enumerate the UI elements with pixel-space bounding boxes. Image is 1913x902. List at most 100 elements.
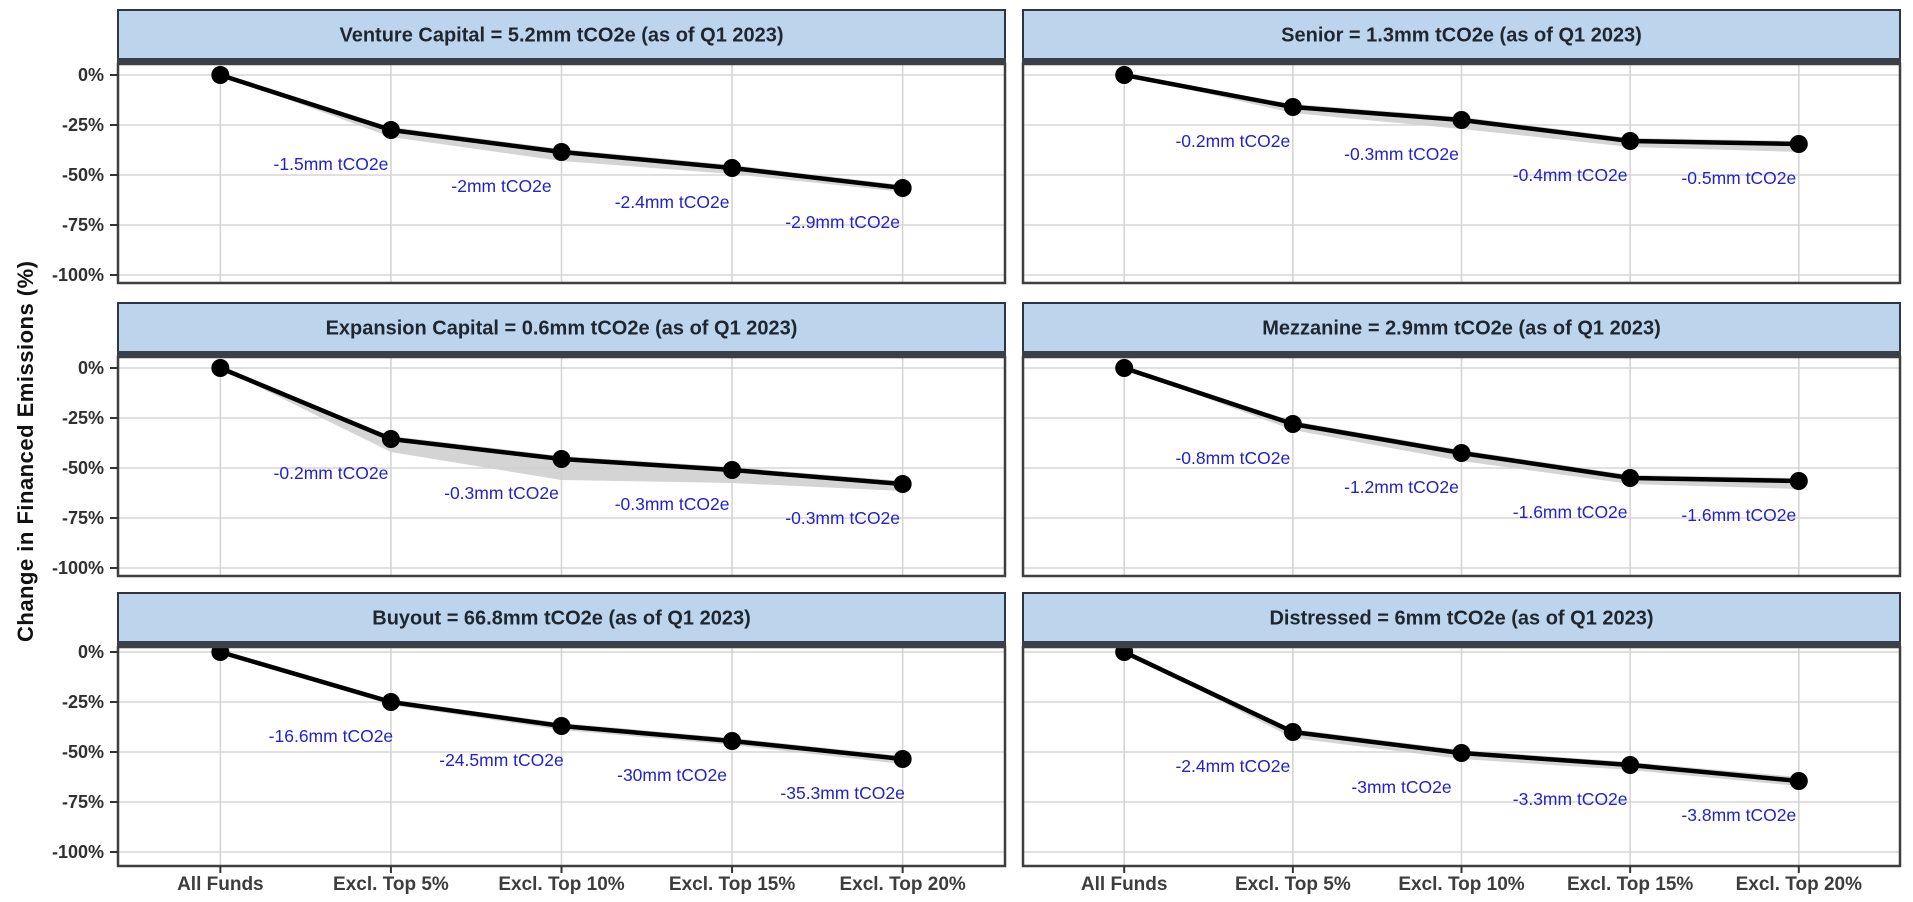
facet-panel-senior: -0.2mm tCO2e -0.3mm tCO2e -0.4mm tCO2e -0.5…	[1021, 9, 1902, 285]
y-tick-label: -75%	[62, 792, 104, 812]
data-point	[1283, 415, 1302, 433]
point-label: -0.2mm tCO2e	[1175, 131, 1290, 151]
x-axis: All Funds Excl. Top 5% Excl. Top 10% Excl. …	[177, 866, 1862, 895]
point-label: -2.4mm tCO2e	[615, 192, 730, 212]
data-point	[1621, 756, 1640, 774]
data-point	[381, 693, 400, 711]
point-label: -2.9mm tCO2e	[785, 212, 900, 232]
facet-header	[117, 592, 1006, 643]
facet-panel-buyout: -16.6mm tCO2e -24.5mm tCO2e -30mm tCO2e -35…	[116, 592, 1007, 868]
y-tick-label: 0%	[78, 65, 104, 85]
x-category-label: All Funds	[177, 874, 264, 895]
x-category-label: Excl. Top 20%	[1736, 874, 1862, 895]
data-point	[381, 430, 400, 448]
y-tick-label: -50%	[62, 742, 104, 762]
facet-panel-distressed: -2.4mm tCO2e -3mm tCO2e -3.3mm tCO2e -3.8mm…	[1021, 592, 1902, 868]
point-label: -3.3mm tCO2e	[1513, 789, 1628, 809]
facet-header	[1022, 9, 1901, 60]
data-point	[723, 461, 742, 479]
x-category-label: Excl. Top 20%	[839, 874, 965, 895]
point-label: -0.2mm tCO2e	[274, 463, 389, 483]
point-label: -30mm tCO2e	[617, 765, 727, 785]
y-tick-label: -100%	[52, 842, 104, 862]
y-tick-label: -75%	[62, 215, 104, 235]
point-label: -35.3mm tCO2e	[780, 783, 904, 803]
x-category-label: Excl. Top 5%	[1235, 874, 1351, 895]
x-category-label: Excl. Top 10%	[498, 874, 624, 895]
data-point	[1621, 132, 1640, 150]
data-point	[552, 450, 571, 468]
data-point	[893, 750, 912, 768]
panel-border	[116, 62, 1007, 285]
point-label: -3mm tCO2e	[1351, 777, 1451, 797]
point-label: -2.4mm tCO2e	[1175, 756, 1290, 776]
data-point	[1283, 98, 1302, 116]
y-tick-label: 0%	[78, 358, 104, 378]
data-point	[1452, 444, 1471, 462]
facet-header-bottom-bar	[1022, 58, 1901, 63]
panel-border	[1021, 355, 1902, 578]
data-point	[893, 179, 912, 197]
y-tick-label: -25%	[62, 408, 104, 428]
data-point	[723, 159, 742, 177]
y-tick-label: -75%	[62, 508, 104, 528]
y-tick-label: -25%	[62, 115, 104, 135]
x-category-label: All Funds	[1081, 874, 1168, 895]
data-point	[1283, 723, 1302, 741]
y-tick-label: -100%	[52, 558, 104, 578]
data-point	[1452, 111, 1471, 129]
data-point	[211, 66, 230, 84]
facet-title: Expansion Capital = 0.6mm tCO2e (as of Q…	[326, 318, 798, 340]
facet-header-bottom-bar	[117, 641, 1006, 646]
facet-panel-expansion-capital: -0.2mm tCO2e -0.3mm tCO2e -0.3mm tCO2e -0.3…	[116, 302, 1007, 578]
data-point	[1621, 469, 1640, 487]
point-label: -0.4mm tCO2e	[1513, 165, 1628, 185]
data-point	[211, 359, 230, 377]
facet-panel-venture-capital: -1.5mm tCO2e -2mm tCO2e -2.4mm tCO2e -2.9mm…	[116, 9, 1007, 285]
facet-header-bottom-bar	[117, 351, 1006, 356]
point-label: -0.8mm tCO2e	[1175, 448, 1290, 468]
point-label: -0.5mm tCO2e	[1681, 168, 1796, 188]
x-category-label: Excl. Top 5%	[333, 874, 449, 895]
point-label: -0.3mm tCO2e	[785, 508, 900, 528]
facet-title: Mezzanine = 2.9mm tCO2e (as of Q1 2023)	[1262, 318, 1661, 340]
point-label: -1.2mm tCO2e	[1344, 477, 1459, 497]
y-tick-label: -50%	[62, 165, 104, 185]
point-label: -0.3mm tCO2e	[1344, 144, 1459, 164]
x-category-label: Excl. Top 10%	[1398, 874, 1524, 895]
facet-header-bottom-bar	[117, 58, 1006, 63]
y-tick-label: 0%	[78, 642, 104, 662]
y-tick-label: -50%	[62, 458, 104, 478]
point-label: -16.6mm tCO2e	[269, 726, 393, 746]
data-point	[723, 732, 742, 750]
data-point	[1452, 744, 1471, 762]
point-label: -2mm tCO2e	[451, 176, 551, 196]
data-point	[1789, 472, 1808, 490]
point-label: -1.6mm tCO2e	[1681, 505, 1796, 525]
data-point	[552, 143, 571, 161]
facet-header	[1022, 592, 1901, 643]
point-label: -1.6mm tCO2e	[1513, 502, 1628, 522]
facet-header	[117, 302, 1006, 353]
data-point	[1789, 772, 1808, 790]
uncertainty-band	[1124, 368, 1799, 489]
facet-header-bottom-bar	[1022, 641, 1901, 646]
y-axis: 0% -25% -50% -75% -100% 0% -25% -50% -75% -100% 0%…	[52, 65, 118, 862]
facet-header-bottom-bar	[1022, 351, 1901, 356]
point-label: -24.5mm tCO2e	[439, 750, 563, 770]
point-label: -0.3mm tCO2e	[444, 483, 559, 503]
facet-title: Senior = 1.3mm tCO2e (as of Q1 2023)	[1281, 25, 1642, 47]
panel-border	[1021, 62, 1902, 285]
x-category-label: Excl. Top 15%	[669, 874, 795, 895]
facet-title: Distressed = 6mm tCO2e (as of Q1 2023)	[1269, 608, 1653, 630]
point-label: -0.3mm tCO2e	[615, 494, 730, 514]
facet-title: Buyout = 66.8mm tCO2e (as of Q1 2023)	[372, 608, 750, 630]
data-point	[381, 121, 400, 139]
y-tick-label: -25%	[62, 692, 104, 712]
data-point	[893, 475, 912, 493]
data-point	[552, 717, 571, 735]
y-tick-label: -100%	[52, 265, 104, 285]
y-axis-title: Change in Financed Emissions (%)	[13, 260, 38, 642]
